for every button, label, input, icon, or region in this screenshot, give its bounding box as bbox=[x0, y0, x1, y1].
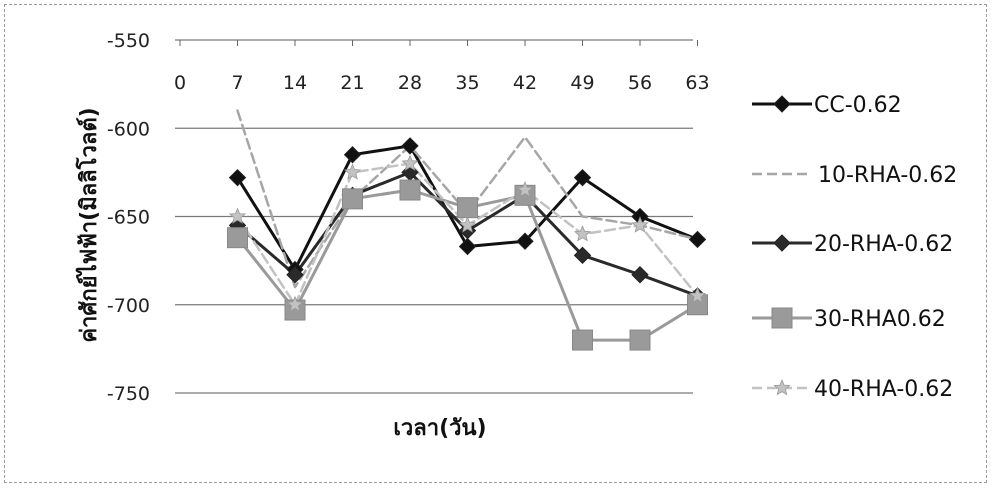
legend-item-10-rha-0-62: 10-RHA-0.62 bbox=[752, 163, 957, 188]
legend-item-40-rha-0-62: 40-RHA-0.62 bbox=[752, 377, 953, 402]
data-point-40-rha-0-62 bbox=[228, 207, 247, 224]
legend-swatch-marker bbox=[773, 234, 791, 252]
legend-item-30-rha0-62: 30-RHA0.62 bbox=[752, 307, 946, 332]
data-point-20-rha-0-62 bbox=[286, 266, 304, 284]
x-tick-label: 49 bbox=[570, 72, 594, 94]
legend-swatch-marker bbox=[773, 95, 791, 113]
legend-label: 30-RHA0.62 bbox=[814, 307, 946, 332]
x-tick-label: 28 bbox=[398, 72, 422, 94]
data-point-cc-0-62 bbox=[458, 237, 477, 256]
legend-label: 40-RHA-0.62 bbox=[814, 377, 953, 402]
data-point-20-rha-0-62 bbox=[573, 246, 592, 265]
y-tick-label: -600 bbox=[107, 118, 150, 140]
x-tick-label: 7 bbox=[231, 72, 243, 94]
data-point-30-rha0-62 bbox=[227, 227, 248, 249]
y-axis-title: ค่าศักย์ไฟฟ้า(มิลลิโวลต์) bbox=[75, 107, 102, 342]
x-tick-label: 14 bbox=[283, 72, 307, 94]
legend-swatch-marker bbox=[773, 378, 791, 396]
legend-label: 10-RHA-0.62 bbox=[818, 163, 957, 188]
data-point-cc-0-62 bbox=[401, 137, 419, 155]
data-point-40-rha-0-62 bbox=[458, 216, 477, 233]
x-tick-label: 42 bbox=[513, 72, 537, 94]
data-point-20-rha-0-62 bbox=[631, 266, 649, 284]
x-tick-label: 63 bbox=[685, 72, 709, 94]
legend: CC-0.62 10-RHA-0.62 20-RHA-0.62 30-RHA0.62 4… bbox=[752, 93, 957, 402]
y-tick-labels: -550 -600 -650 -700 -750 bbox=[107, 30, 150, 405]
data-point-cc-0-62 bbox=[343, 146, 362, 164]
legend-label: 20-RHA-0.62 bbox=[814, 232, 953, 257]
x-axis-title: เวลา(วัน) bbox=[393, 416, 486, 441]
data-point-40-rha-0-62 bbox=[573, 225, 592, 242]
data-point-40-rha-0-62 bbox=[401, 154, 419, 171]
data-point-40-rha-0-62 bbox=[286, 295, 304, 313]
y-tick-label: -650 bbox=[107, 207, 150, 229]
data-point-cc-0-62 bbox=[516, 232, 534, 250]
data-point-30-rha0-62 bbox=[399, 179, 421, 201]
y-tick-label: -750 bbox=[107, 383, 150, 405]
legend-item-cc-0-62: CC-0.62 bbox=[752, 93, 902, 118]
x-tick-labels: 0 7 14 21 28 35 42 49 56 63 bbox=[174, 40, 710, 94]
y-tick-label: -700 bbox=[107, 295, 150, 317]
y-tick-label: -550 bbox=[107, 30, 150, 52]
data-point-30-rha0-62 bbox=[629, 329, 651, 351]
legend-label: CC-0.62 bbox=[814, 93, 902, 118]
x-tick-label: 35 bbox=[455, 72, 479, 94]
data-point-cc-0-62 bbox=[228, 168, 247, 187]
x-tick-label: 21 bbox=[340, 72, 364, 94]
data-point-40-rha-0-62 bbox=[516, 180, 534, 198]
data-point-cc-0-62 bbox=[688, 230, 707, 249]
series-markers bbox=[227, 137, 708, 351]
data-point-30-rha0-62 bbox=[342, 188, 363, 210]
data-point-40-rha-0-62 bbox=[688, 286, 707, 304]
x-tick-label: 0 bbox=[174, 72, 186, 94]
legend-swatch-marker bbox=[771, 307, 793, 329]
data-point-20-rha-0-62 bbox=[458, 221, 477, 240]
data-point-40-rha-0-62 bbox=[343, 163, 362, 180]
grid-lines bbox=[175, 39, 693, 394]
data-point-30-rha0-62 bbox=[457, 197, 478, 219]
data-point-40-rha-0-62 bbox=[631, 216, 649, 233]
data-point-30-rha0-62 bbox=[572, 329, 593, 351]
chart-frame bbox=[4, 4, 987, 483]
legend-item-20-rha-0-62: 20-RHA-0.62 bbox=[752, 232, 953, 257]
x-tick-label: 56 bbox=[628, 72, 652, 94]
data-point-cc-0-62 bbox=[573, 168, 592, 187]
